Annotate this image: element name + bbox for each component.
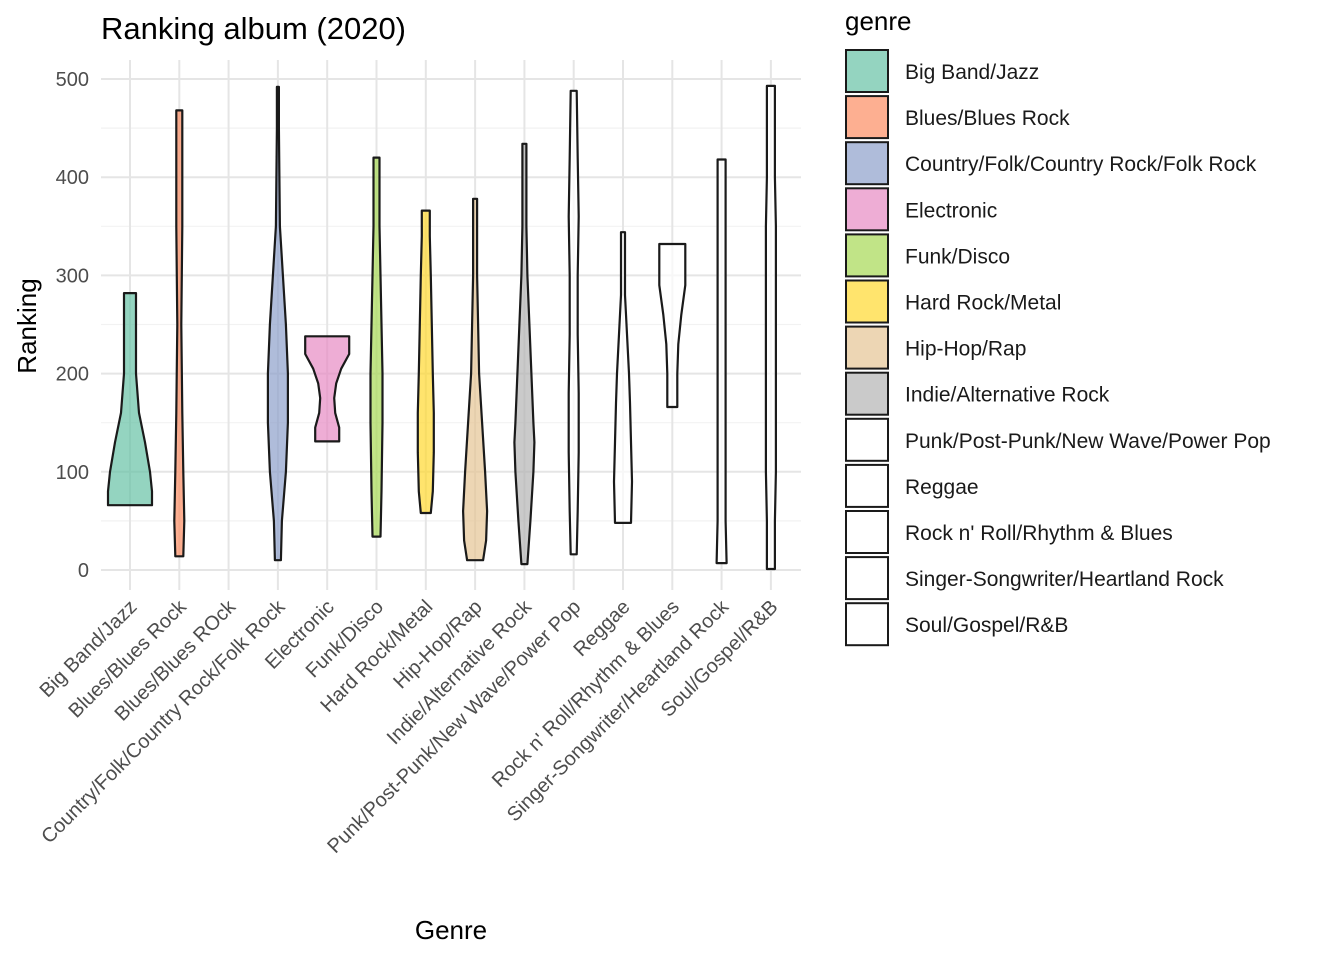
plot-grid bbox=[101, 60, 801, 590]
violin-1 bbox=[173, 109, 186, 558]
violin-layer bbox=[106, 84, 777, 571]
violin-0 bbox=[106, 292, 154, 507]
legend-label: Rock n' Roll/Rhythm & Blues bbox=[905, 522, 1173, 545]
y-tick-label: 200 bbox=[56, 364, 89, 386]
legend-label: Reggae bbox=[905, 476, 979, 499]
legend-label: Hard Rock/Metal bbox=[905, 292, 1061, 315]
legend-key bbox=[845, 325, 889, 370]
legend-label: Punk/Post-Punk/New Wave/Power Pop bbox=[905, 430, 1271, 453]
violin-13 bbox=[764, 84, 777, 571]
y-tick-label: 0 bbox=[78, 560, 89, 582]
violin-9 bbox=[567, 89, 580, 556]
legend-label: Singer-Songwriter/Heartland Rock bbox=[905, 568, 1224, 591]
legend-label: Blues/Blues Rock bbox=[905, 107, 1070, 130]
legend-label: Electronic bbox=[905, 199, 997, 222]
legend-label: Indie/Alternative Rock bbox=[905, 384, 1110, 407]
legend-key bbox=[845, 417, 889, 462]
y-tick-label: 400 bbox=[56, 167, 89, 189]
violin-10 bbox=[612, 231, 634, 524]
violin-6 bbox=[416, 209, 435, 515]
legend-key bbox=[845, 602, 889, 647]
y-tick-label: 100 bbox=[56, 462, 89, 484]
legend-label: Country/Folk/Country Rock/Folk Rock bbox=[905, 153, 1257, 176]
y-axis-title: Ranking bbox=[12, 278, 42, 373]
legend-key bbox=[845, 556, 889, 601]
legend-label: Soul/Gospel/R&B bbox=[905, 614, 1068, 637]
legend-key bbox=[845, 49, 889, 93]
chart-title: Ranking album (2020) bbox=[101, 11, 406, 46]
violin-8 bbox=[513, 142, 536, 566]
legend-label: Funk/Disco bbox=[905, 245, 1010, 268]
legend-key bbox=[845, 279, 889, 324]
legend-key bbox=[845, 463, 889, 508]
violin-7 bbox=[462, 197, 489, 562]
legend-key bbox=[845, 141, 889, 186]
y-tick-label: 300 bbox=[56, 265, 89, 287]
legend-key bbox=[845, 187, 889, 232]
legend-title: genre bbox=[845, 6, 912, 36]
violin-3 bbox=[266, 85, 289, 562]
legend-key bbox=[845, 371, 889, 416]
legend-label: Hip-Hop/Rap bbox=[905, 338, 1026, 361]
legend-key bbox=[845, 95, 889, 140]
legend: Big Band/Jazz Blues/Blues Rock Country/Fol… bbox=[845, 49, 1271, 647]
y-tick-label: 500 bbox=[56, 69, 89, 91]
violin-4 bbox=[304, 335, 351, 443]
violin-11 bbox=[658, 242, 687, 409]
legend-label: Big Band/Jazz bbox=[905, 61, 1039, 84]
y-axis-ticks: 0 100 200 300 400 500 bbox=[56, 69, 89, 582]
x-axis-title: Genre bbox=[415, 915, 487, 945]
violin-12 bbox=[715, 158, 728, 565]
legend-key bbox=[845, 510, 889, 554]
legend-key bbox=[845, 233, 889, 278]
violin-5 bbox=[369, 156, 384, 538]
